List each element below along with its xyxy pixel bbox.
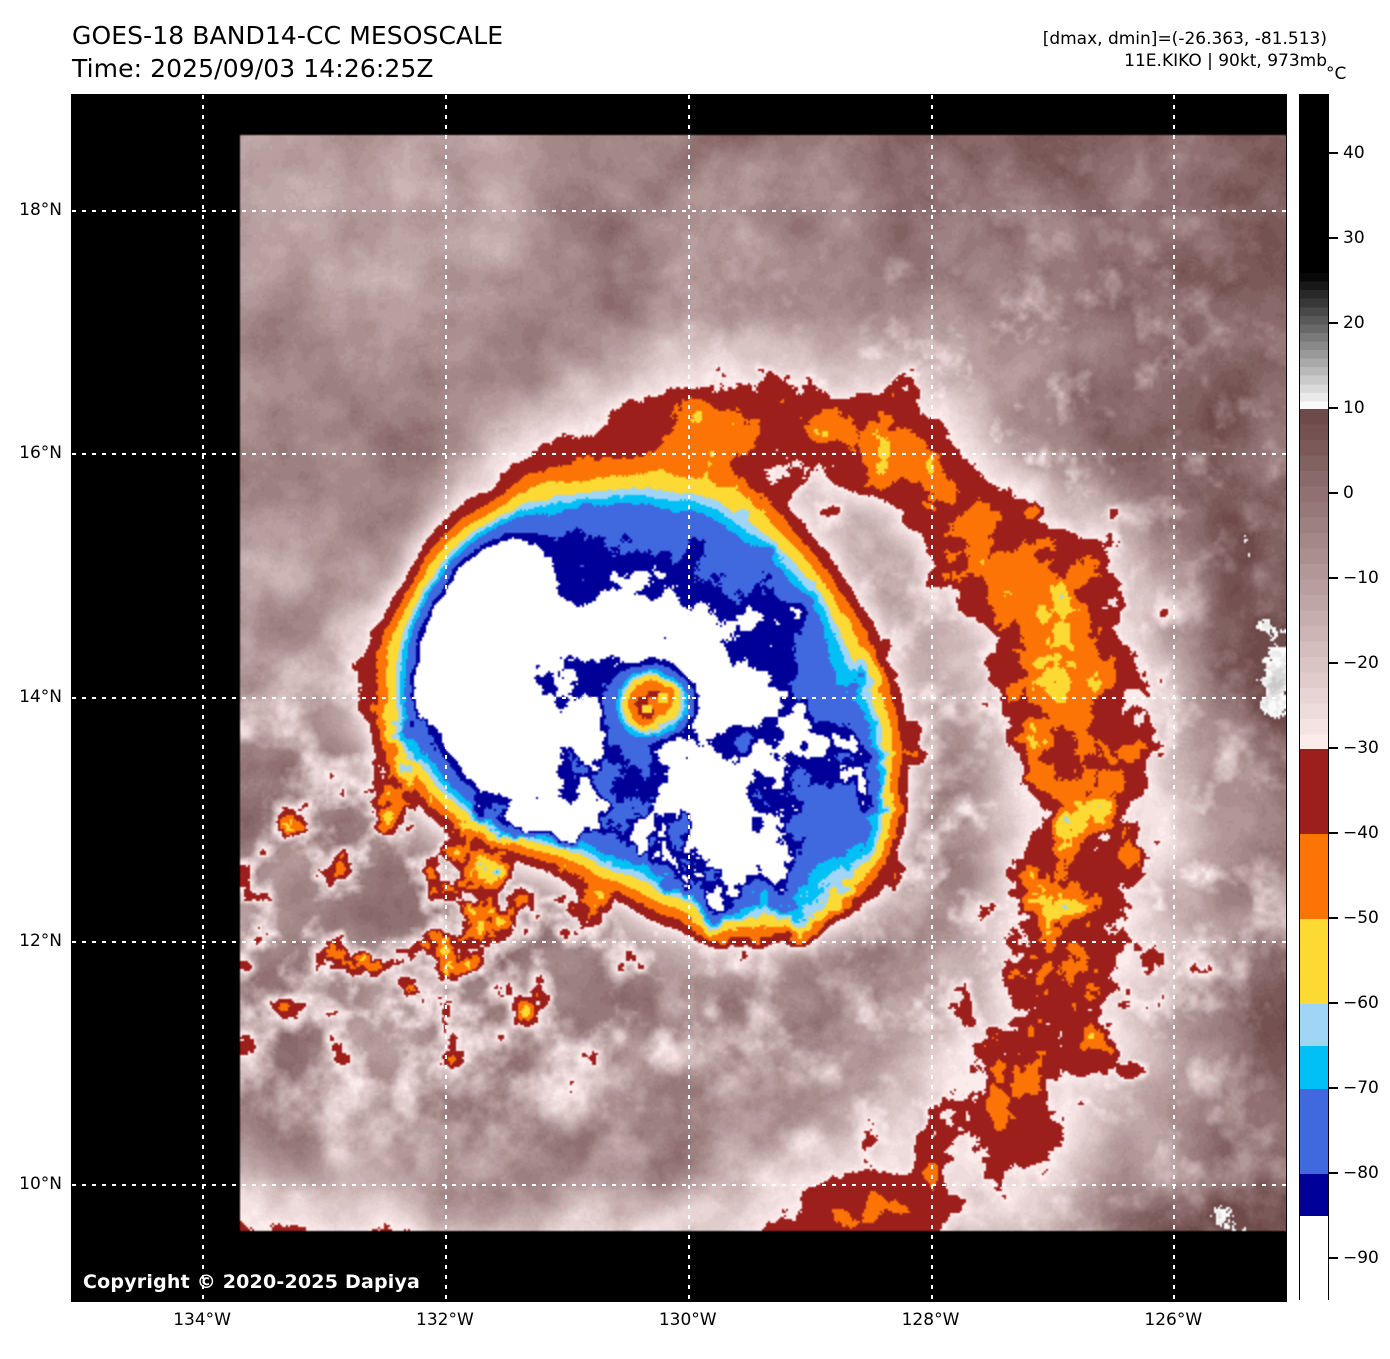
x-axis-tick-label: 132°W <box>416 1310 474 1330</box>
colorbar-segment-5 <box>1300 1088 1328 1175</box>
timestamp-label: Time: 2025/09/03 14:26:25Z <box>72 53 434 83</box>
y-axis-tick-label: 10°N <box>19 1174 62 1195</box>
colorbar-unit-label: °C <box>1326 64 1347 84</box>
colorbar-ticks: 40 30 20 10 0 −10 −20 −30 −40 −50 −60 −70 −80 −90 <box>1329 94 1389 1300</box>
colorbar-tick-label: −40 <box>1343 822 1379 843</box>
colorbar-segment-0 <box>1300 748 1328 835</box>
colorbar-tick-mark <box>1329 237 1338 240</box>
colorbar-tick-mark <box>1329 916 1338 919</box>
satellite-imagery-canvas <box>72 95 1286 1301</box>
colorbar-tick-mark <box>1329 1001 1338 1004</box>
dmax-dmin-label: [dmax, dmin]=(-26.363, -81.513) <box>1042 29 1327 49</box>
colorbar-tick-label: −10 <box>1343 568 1379 589</box>
x-axis-tick-label: 126°W <box>1144 1310 1203 1330</box>
colorbar-segment-1 <box>1300 833 1328 920</box>
colorbar-bands <box>1300 95 1328 1302</box>
colorbar-segment-2 <box>1300 918 1328 1005</box>
colorbar-tick-mark <box>1329 831 1338 834</box>
colorbar-tick-label: 20 <box>1343 313 1365 334</box>
colorbar-tick-mark <box>1329 407 1338 410</box>
colorbar-tick-label: −50 <box>1343 907 1379 928</box>
x-axis-tick-label: 134°W <box>173 1310 231 1330</box>
colorbar-tick-mark <box>1329 1256 1338 1259</box>
colorbar-tick-mark <box>1329 662 1338 665</box>
x-axis-tick-label: 128°W <box>901 1310 960 1330</box>
colorbar-tick-label: −80 <box>1343 1162 1379 1183</box>
y-axis-tick-label: 16°N <box>19 443 62 464</box>
y-axis-tick-label: 12°N <box>19 930 62 951</box>
colorbar-gradient <box>1299 94 1329 1302</box>
colorbar-tick-label: 0 <box>1343 483 1354 504</box>
y-axis-tick-label: 14°N <box>19 687 62 707</box>
colorbar-tick-mark <box>1329 746 1338 749</box>
colorbar-segment-mauve <box>1300 409 1328 750</box>
colorbar-tick-label: 40 <box>1343 143 1365 164</box>
colorbar-tick-mark <box>1329 1171 1338 1174</box>
colorbar-segment-7 <box>1300 1216 1328 1302</box>
colorbar-tick-label: −60 <box>1343 992 1379 1013</box>
satellite-plot-area: Copyright © 2020-2025 Dapiya <box>72 95 1286 1301</box>
colorbar-tick-mark <box>1329 152 1338 155</box>
colorbar-segment-3 <box>1300 1003 1328 1047</box>
x-axis-tick-label: 130°W <box>658 1310 717 1330</box>
colorbar-tick-label: 10 <box>1343 398 1365 419</box>
colorbar-tick-mark <box>1329 1086 1338 1089</box>
colorbar-segment-4 <box>1300 1046 1328 1090</box>
colorbar-tick-label: −20 <box>1343 653 1379 674</box>
colorbar-tick-mark <box>1329 492 1338 495</box>
colorbar-tick-label: 30 <box>1343 228 1365 249</box>
colorbar-segment-6 <box>1300 1173 1328 1217</box>
title-block: GOES-18 BAND14-CC MESOSCALE Time: 2025/0… <box>72 20 503 85</box>
colorbar-segment-black <box>1300 95 1328 274</box>
colorbar-tick-label: −70 <box>1343 1077 1379 1098</box>
colorbar: 40 30 20 10 0 −10 −20 −30 −40 −50 −60 −70 −80 −90 <box>1299 94 1379 1302</box>
colorbar-tick-label: −90 <box>1343 1247 1379 1268</box>
y-axis-tick-label: 18°N <box>19 199 62 220</box>
page-title: GOES-18 BAND14-CC MESOSCALE <box>72 21 504 50</box>
colorbar-segment-grayscale <box>1300 273 1328 410</box>
metadata-block: [dmax, dmin]=(-26.363, -81.513) 11E.KIKO… <box>1043 28 1327 73</box>
colorbar-tick-mark <box>1329 322 1338 325</box>
copyright-label: Copyright © 2020-2025 Dapiya <box>83 1271 421 1293</box>
storm-info-label: 11E.KIKO | 90kt, 973mb <box>1124 51 1327 72</box>
satellite-plot-frame: Copyright © 2020-2025 Dapiya <box>71 94 1287 1302</box>
colorbar-tick-label: −30 <box>1343 737 1379 758</box>
colorbar-tick-mark <box>1329 577 1338 580</box>
